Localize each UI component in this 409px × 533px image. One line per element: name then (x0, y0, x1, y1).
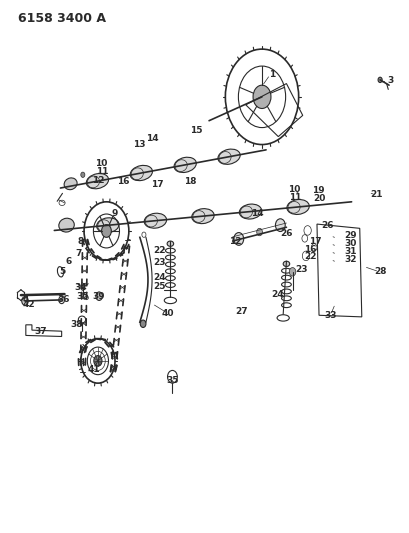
Text: 19: 19 (311, 186, 324, 195)
Ellipse shape (286, 199, 308, 214)
Text: 42: 42 (23, 300, 35, 309)
Circle shape (22, 297, 28, 305)
Ellipse shape (97, 218, 119, 233)
Text: 3: 3 (386, 76, 393, 85)
Circle shape (101, 224, 111, 237)
Text: 26: 26 (320, 221, 333, 230)
Text: 34: 34 (74, 283, 87, 292)
Text: 10: 10 (95, 159, 107, 167)
Circle shape (140, 320, 146, 327)
Text: 25: 25 (153, 281, 165, 290)
Circle shape (94, 356, 102, 366)
Ellipse shape (57, 266, 63, 277)
Text: 26: 26 (279, 229, 292, 238)
Text: 5: 5 (59, 268, 65, 276)
Text: 17: 17 (308, 237, 321, 246)
Text: 18: 18 (184, 177, 196, 186)
Text: 1: 1 (268, 70, 275, 79)
Text: 13: 13 (133, 140, 145, 149)
Text: 23: 23 (153, 258, 165, 266)
Text: 11: 11 (96, 167, 108, 176)
Text: 41: 41 (88, 366, 100, 374)
Text: 38: 38 (70, 320, 83, 329)
Circle shape (289, 268, 295, 276)
Ellipse shape (144, 213, 166, 228)
Text: 6: 6 (65, 257, 72, 265)
Circle shape (81, 172, 85, 177)
Text: 10: 10 (287, 185, 299, 194)
Text: 29: 29 (344, 231, 356, 240)
Text: 22: 22 (153, 246, 165, 255)
Circle shape (234, 232, 243, 245)
Text: 40: 40 (161, 309, 173, 318)
Circle shape (81, 285, 85, 290)
Text: 8: 8 (77, 237, 84, 246)
Ellipse shape (130, 165, 152, 181)
Text: 12: 12 (92, 176, 104, 185)
Text: 11: 11 (288, 192, 301, 201)
Text: 22: 22 (304, 253, 316, 262)
Text: 31: 31 (344, 247, 356, 256)
Ellipse shape (167, 241, 173, 246)
Text: 24: 24 (270, 290, 283, 299)
Ellipse shape (164, 297, 176, 304)
Text: 14: 14 (145, 134, 158, 143)
Circle shape (377, 77, 381, 83)
Ellipse shape (86, 174, 108, 189)
Text: 7: 7 (75, 249, 82, 258)
Text: 15: 15 (189, 126, 202, 135)
Text: 16: 16 (303, 245, 315, 254)
Ellipse shape (283, 261, 289, 266)
Text: 24: 24 (153, 272, 165, 281)
Ellipse shape (218, 149, 240, 164)
Text: 28: 28 (374, 268, 386, 276)
Text: 39: 39 (92, 292, 105, 301)
Ellipse shape (174, 157, 196, 173)
Circle shape (252, 85, 270, 109)
Ellipse shape (239, 204, 261, 219)
Text: 12: 12 (229, 237, 241, 246)
Text: 35: 35 (166, 376, 178, 385)
Ellipse shape (276, 315, 289, 321)
Text: 21: 21 (369, 190, 381, 199)
Text: 20: 20 (312, 194, 324, 203)
Ellipse shape (81, 294, 88, 300)
Text: 9: 9 (111, 209, 117, 218)
Text: 35: 35 (76, 292, 89, 301)
Text: 32: 32 (344, 255, 356, 264)
Text: 6158 3400 A: 6158 3400 A (18, 12, 106, 25)
Text: 36: 36 (57, 295, 70, 304)
Ellipse shape (64, 178, 77, 190)
Text: 27: 27 (235, 307, 247, 316)
Text: 16: 16 (117, 177, 130, 186)
Text: 23: 23 (295, 265, 308, 273)
Text: 30: 30 (344, 239, 356, 248)
Circle shape (275, 219, 285, 231)
Ellipse shape (58, 218, 74, 232)
Ellipse shape (78, 316, 85, 323)
Text: 14: 14 (250, 209, 263, 218)
Text: 17: 17 (150, 180, 163, 189)
Circle shape (96, 292, 102, 301)
Ellipse shape (191, 208, 213, 224)
Text: 4: 4 (22, 295, 29, 304)
Text: 33: 33 (324, 311, 336, 320)
Text: 37: 37 (34, 327, 47, 336)
Circle shape (256, 228, 262, 236)
